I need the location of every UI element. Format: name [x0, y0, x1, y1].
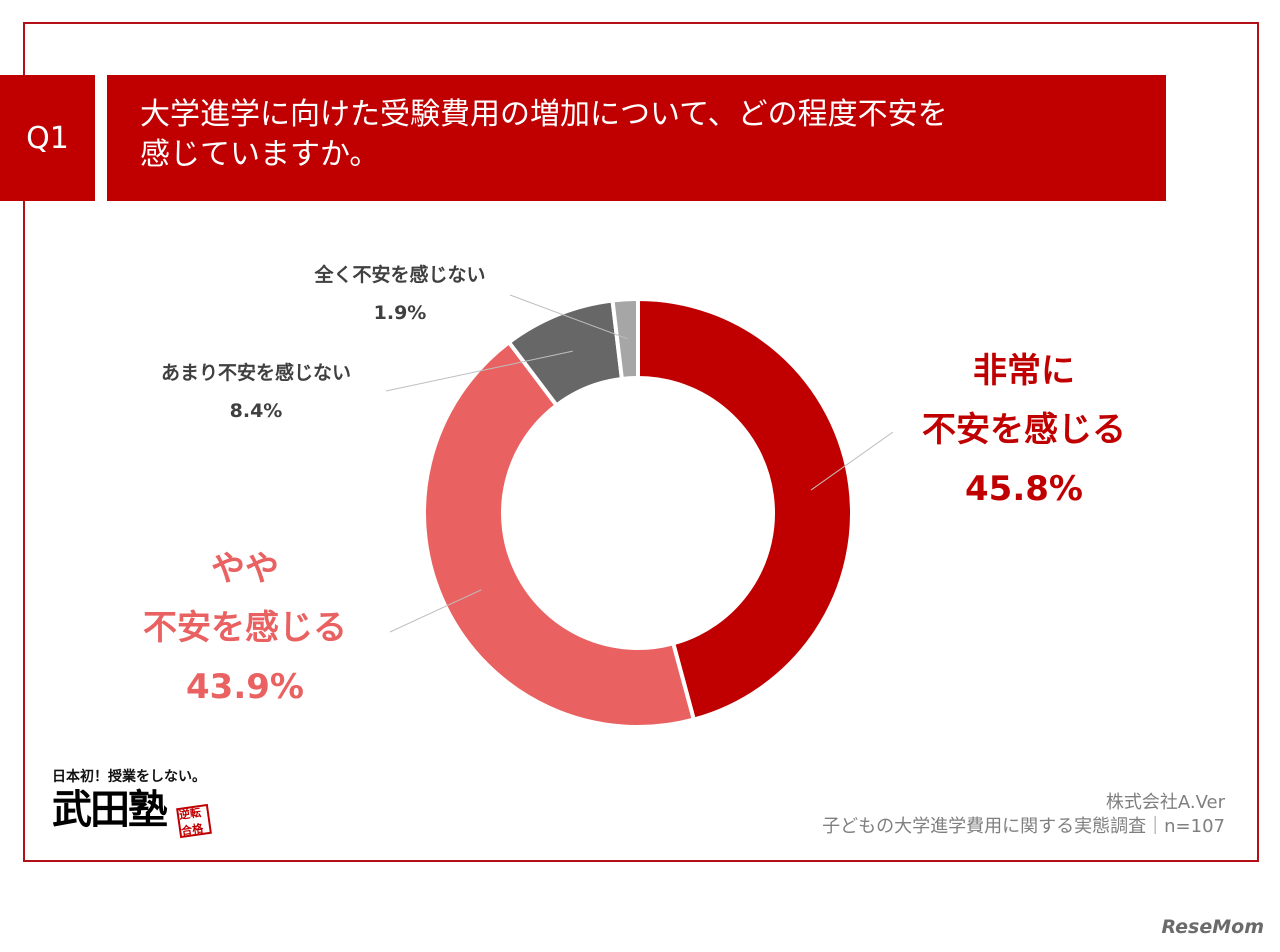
label-little: あまり不安を感じない 8.4% — [140, 354, 372, 430]
logo-stamp: 逆転合格 — [176, 803, 212, 839]
label-little-pct: 8.4% — [229, 400, 283, 422]
label-none-name: 全く不安を感じない — [314, 264, 486, 286]
chart-frame — [23, 22, 1259, 862]
leader-lines — [385, 294, 894, 633]
leader-somewhat — [389, 589, 482, 633]
label-very-line1: 非常に — [973, 351, 1075, 391]
takedajuku-logo: 日本初！授業をしない。 武田塾 逆転合格 — [52, 766, 212, 846]
label-very-pct: 45.8% — [965, 469, 1083, 509]
slice-somewhat-anxious — [422, 339, 697, 729]
leader-very — [810, 431, 894, 491]
label-very-line2: 不安を感じる — [922, 410, 1126, 450]
resemom-watermark: ReseMom — [1161, 916, 1264, 938]
slice-very-anxious — [636, 296, 854, 723]
question-number: Q1 — [26, 120, 69, 156]
logo-name: 武田塾 — [52, 786, 168, 833]
question-title-line-2: 感じていますか。 — [140, 137, 380, 172]
leader-none — [509, 294, 628, 340]
leader-little — [385, 350, 573, 392]
label-very: 非常に 不安を感じる 45.8% — [895, 342, 1153, 519]
label-somewhat-line1: やや — [211, 549, 279, 589]
question-number-badge: Q1 — [0, 75, 95, 201]
label-none: 全く不安を感じない 1.9% — [290, 256, 510, 332]
slice-not-anxious — [610, 296, 640, 382]
question-title-line-1: 大学進学に向けた受験費用の増加について、どの程度不安を — [140, 97, 948, 132]
label-none-pct: 1.9% — [373, 302, 427, 324]
label-somewhat-line2: 不安を感じる — [143, 608, 347, 648]
question-title-bar: 大学進学に向けた受験費用の増加について、どの程度不安を 感じていますか。 — [107, 75, 1166, 201]
label-little-name: あまり不安を感じない — [160, 362, 351, 384]
logo-tagline: 日本初！授業をしない。 — [52, 769, 206, 785]
source-survey: 子どもの大学進学費用に関する実態調査｜n=107 — [822, 816, 1225, 837]
label-somewhat-pct: 43.9% — [186, 667, 304, 707]
source-credit: 株式会社A.Ver 子どもの大学進学費用に関する実態調査｜n=107 — [822, 791, 1225, 839]
label-somewhat: やや 不安を感じる 43.9% — [116, 540, 374, 717]
donut-slices — [422, 296, 854, 729]
source-company: 株式会社A.Ver — [1105, 792, 1225, 813]
